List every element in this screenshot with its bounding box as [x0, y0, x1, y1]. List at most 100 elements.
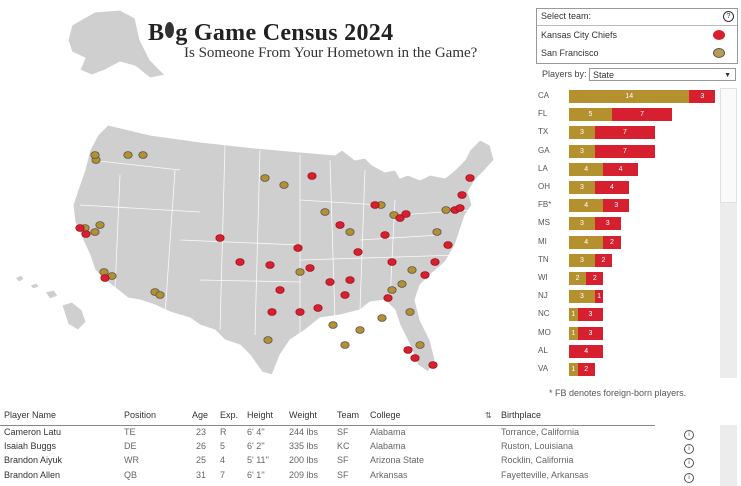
sf-football-marker-icon[interactable]: [260, 174, 270, 182]
sf-football-marker-icon[interactable]: [279, 181, 289, 189]
help-icon[interactable]: ?: [723, 11, 734, 22]
kc-helmet-marker-icon[interactable]: [410, 354, 420, 362]
kc-helmet-marker-icon[interactable]: [335, 221, 345, 229]
sf-football-marker-icon[interactable]: [387, 286, 397, 294]
bar-segment-kc[interactable]: 4: [603, 162, 638, 176]
kc-helmet-marker-icon[interactable]: [215, 234, 225, 242]
kc-helmet-marker-icon[interactable]: [353, 248, 363, 256]
info-icon[interactable]: i: [684, 458, 694, 469]
kc-helmet-marker-icon[interactable]: [403, 346, 413, 354]
kc-helmet-marker-icon[interactable]: [455, 204, 465, 212]
bar-segment-sf[interactable]: 2: [569, 272, 587, 285]
bar-row[interactable]: GA 3 7: [530, 143, 720, 161]
bar-segment-sf[interactable]: 4: [569, 199, 604, 213]
bar-row[interactable]: CA 14 3: [530, 88, 720, 106]
sf-football-marker-icon[interactable]: [345, 228, 355, 236]
kc-helmet-marker-icon[interactable]: [395, 214, 405, 222]
bar-segment-kc[interactable]: 3: [577, 326, 604, 340]
header-weight[interactable]: Weight: [289, 410, 317, 420]
table-row[interactable]: Brandon Aiyuk WR 25 4 5' 11'' 200 lbs SF Arizon…: [0, 455, 720, 469]
bar-segment-kc[interactable]: 4: [594, 181, 630, 194]
sf-football-marker-icon[interactable]: [405, 308, 415, 316]
sf-football-marker-icon[interactable]: [340, 341, 350, 349]
sf-football-marker-icon[interactable]: [90, 151, 100, 159]
bar-row[interactable]: FL 5 7: [530, 106, 720, 124]
header-position[interactable]: Position: [124, 410, 157, 420]
sort-icon[interactable]: ⇅: [485, 411, 492, 420]
us-map[interactable]: [0, 0, 530, 390]
header-team[interactable]: Team: [337, 410, 360, 420]
kc-helmet-marker-icon[interactable]: [293, 244, 303, 252]
sf-football-marker-icon[interactable]: [415, 341, 425, 349]
sf-football-marker-icon[interactable]: [441, 206, 451, 214]
sf-football-marker-icon[interactable]: [328, 321, 338, 329]
info-icon[interactable]: i: [684, 472, 694, 483]
bar-segment-sf[interactable]: 4: [569, 235, 604, 249]
bar-row[interactable]: NJ 3 1: [530, 288, 720, 306]
kc-helmet-marker-icon[interactable]: [401, 210, 411, 218]
kc-helmet-marker-icon[interactable]: [267, 308, 277, 316]
header-age[interactable]: Age: [192, 410, 209, 420]
kc-helmet-marker-icon[interactable]: [265, 261, 275, 269]
kc-helmet-marker-icon[interactable]: [430, 258, 440, 266]
bar-segment-sf[interactable]: 5: [569, 108, 612, 122]
kc-helmet-marker-icon[interactable]: [383, 294, 393, 302]
team-option-sf[interactable]: San Francisco: [537, 44, 737, 62]
bar-row[interactable]: MS 3 3: [530, 215, 720, 233]
kc-helmet-marker-icon[interactable]: [325, 278, 335, 286]
bar-segment-sf[interactable]: 3: [569, 217, 595, 231]
sf-football-marker-icon[interactable]: [295, 268, 305, 276]
kc-helmet-marker-icon[interactable]: [340, 291, 350, 299]
bar-segment-sf[interactable]: 3: [569, 181, 595, 194]
header-height[interactable]: Height: [247, 410, 274, 420]
sf-football-marker-icon[interactable]: [320, 208, 330, 216]
bar-row[interactable]: TX 3 7: [530, 124, 720, 142]
bar-segment-kc[interactable]: 1: [594, 290, 604, 304]
kc-helmet-marker-icon[interactable]: [465, 174, 475, 182]
info-icon[interactable]: i: [684, 430, 694, 440]
kc-helmet-marker-icon[interactable]: [345, 276, 355, 284]
bar-segment-sf[interactable]: 4: [569, 162, 604, 176]
kc-helmet-marker-icon[interactable]: [370, 201, 380, 209]
sf-football-marker-icon[interactable]: [90, 228, 100, 236]
kc-helmet-marker-icon[interactable]: [275, 286, 285, 294]
kc-helmet-marker-icon[interactable]: [420, 271, 430, 279]
bar-segment-kc[interactable]: 3: [577, 308, 604, 322]
bar-segment-sf[interactable]: 3: [569, 144, 595, 158]
table-row[interactable]: Cameron Latu TE 23 R 6' 4'' 244 lbs SF Alabama T…: [0, 427, 720, 441]
sf-football-marker-icon[interactable]: [397, 280, 407, 288]
bar-row[interactable]: TN 3 2: [530, 252, 720, 270]
kc-helmet-marker-icon[interactable]: [387, 258, 397, 266]
chart-scrollbar-thumb[interactable]: [720, 88, 737, 203]
sf-football-marker-icon[interactable]: [377, 314, 387, 322]
bar-segment-kc[interactable]: 3: [689, 90, 716, 103]
kc-helmet-marker-icon[interactable]: [305, 264, 315, 272]
header-college[interactable]: College: [370, 410, 401, 420]
bar-segment-sf[interactable]: 1: [569, 363, 578, 376]
kc-helmet-marker-icon[interactable]: [75, 224, 85, 232]
bar-segment-sf[interactable]: 14: [569, 90, 690, 103]
kc-helmet-marker-icon[interactable]: [443, 241, 453, 249]
bar-row[interactable]: VA 1 2: [530, 361, 720, 379]
bar-segment-kc[interactable]: 7: [594, 144, 655, 158]
bar-segment-sf[interactable]: 3: [569, 126, 595, 140]
bar-segment-kc[interactable]: 2: [586, 272, 604, 285]
kc-helmet-marker-icon[interactable]: [313, 304, 323, 312]
bar-segment-kc[interactable]: 4: [569, 344, 604, 358]
bar-segment-kc[interactable]: 3: [603, 199, 630, 213]
kc-helmet-marker-icon[interactable]: [380, 231, 390, 239]
sf-football-marker-icon[interactable]: [432, 228, 442, 236]
table-row[interactable]: Isaiah Buggs DE 26 5 6' 2'' 335 lbs KC Alabama R…: [0, 441, 720, 455]
header-birthplace[interactable]: Birthplace: [501, 410, 542, 420]
bar-row[interactable]: FB* 4 3: [530, 197, 720, 215]
header-exp[interactable]: Exp.: [220, 410, 239, 420]
bar-segment-kc[interactable]: 3: [594, 217, 621, 231]
info-icon[interactable]: i: [684, 444, 694, 455]
bar-segment-kc[interactable]: 2: [577, 363, 595, 376]
kc-helmet-marker-icon[interactable]: [307, 172, 317, 180]
bar-segment-sf[interactable]: 1: [569, 308, 578, 322]
sf-football-marker-icon[interactable]: [138, 151, 148, 159]
kc-helmet-marker-icon[interactable]: [295, 308, 305, 316]
kc-helmet-marker-icon[interactable]: [81, 230, 91, 238]
kc-helmet-marker-icon[interactable]: [235, 258, 245, 266]
